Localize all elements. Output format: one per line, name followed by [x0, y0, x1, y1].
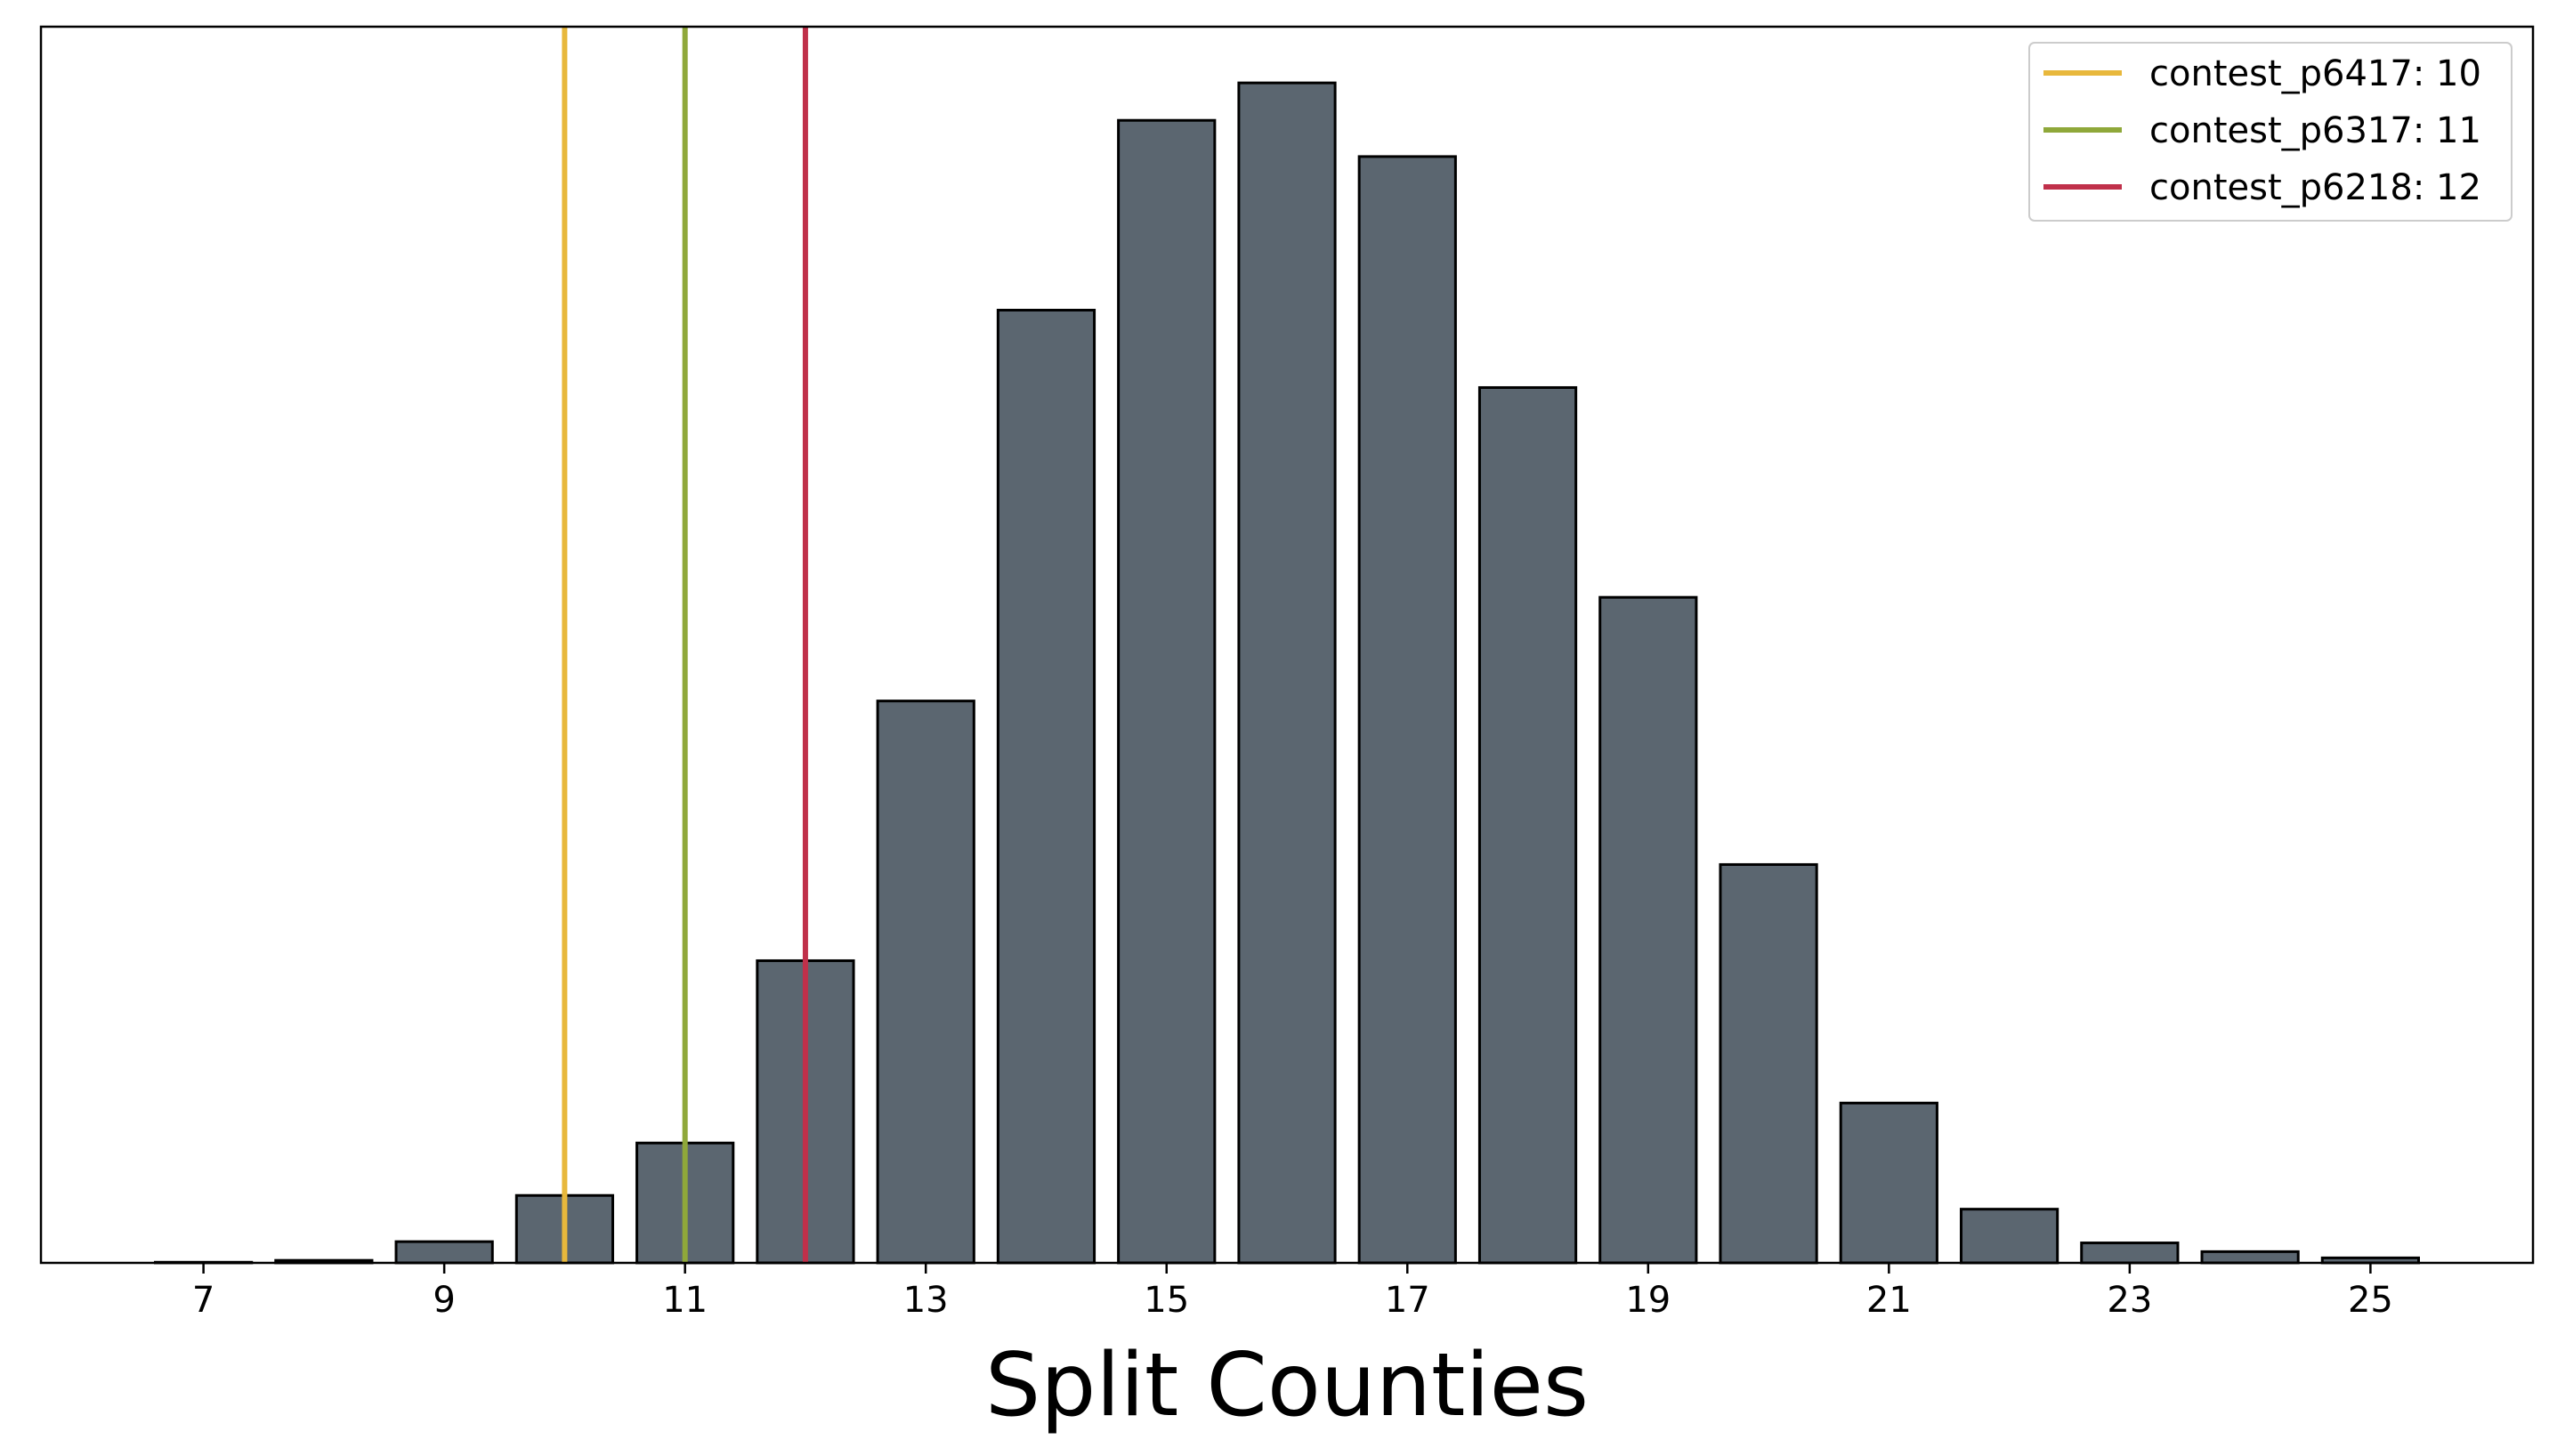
legend-label-10: contest_p6417: 10	[2149, 53, 2481, 94]
bar-9	[394, 1240, 494, 1265]
x-axis-label: Split Counties	[985, 1335, 1589, 1436]
x-tick-label-7: 7	[192, 1280, 214, 1321]
bar-23	[2080, 1242, 2180, 1265]
x-tick-label-19: 19	[1625, 1280, 1671, 1321]
legend-label-11: contest_p6317: 11	[2149, 110, 2481, 151]
x-tick-label-23: 23	[2107, 1280, 2152, 1321]
legend-box	[2028, 42, 2513, 222]
bar-13	[876, 700, 975, 1265]
bar-16	[1237, 81, 1337, 1265]
bar-15	[1117, 118, 1217, 1265]
legend: contest_p6417: 10 contest_p6317: 11 contes…	[2028, 42, 2513, 222]
x-tick-label-11: 11	[662, 1280, 708, 1321]
x-tick-label-21: 21	[1866, 1280, 1912, 1321]
x-tick-label-9: 9	[433, 1280, 455, 1321]
x-tick-label-15: 15	[1144, 1280, 1189, 1321]
bar-22	[1959, 1208, 2059, 1265]
x-axis-ticks: 7 9 11 13 15 17 19 21 23 25	[192, 1263, 2393, 1321]
bar-14	[996, 308, 1096, 1265]
x-tick-label-13: 13	[903, 1280, 949, 1321]
bar-20	[1719, 862, 1818, 1265]
plot-frame	[39, 25, 2535, 1265]
bar-17	[1357, 155, 1457, 1265]
legend-label-12: contest_p6218: 12	[2149, 167, 2481, 208]
x-tick-label-17: 17	[1385, 1280, 1430, 1321]
bar-21	[1839, 1101, 1938, 1265]
bar-19	[1598, 595, 1698, 1265]
reference-lines	[562, 27, 808, 1263]
x-tick-label-25: 25	[2348, 1280, 2393, 1321]
bar-series	[154, 81, 2420, 1265]
bar-18	[1477, 385, 1578, 1265]
bar-24	[2200, 1250, 2300, 1265]
